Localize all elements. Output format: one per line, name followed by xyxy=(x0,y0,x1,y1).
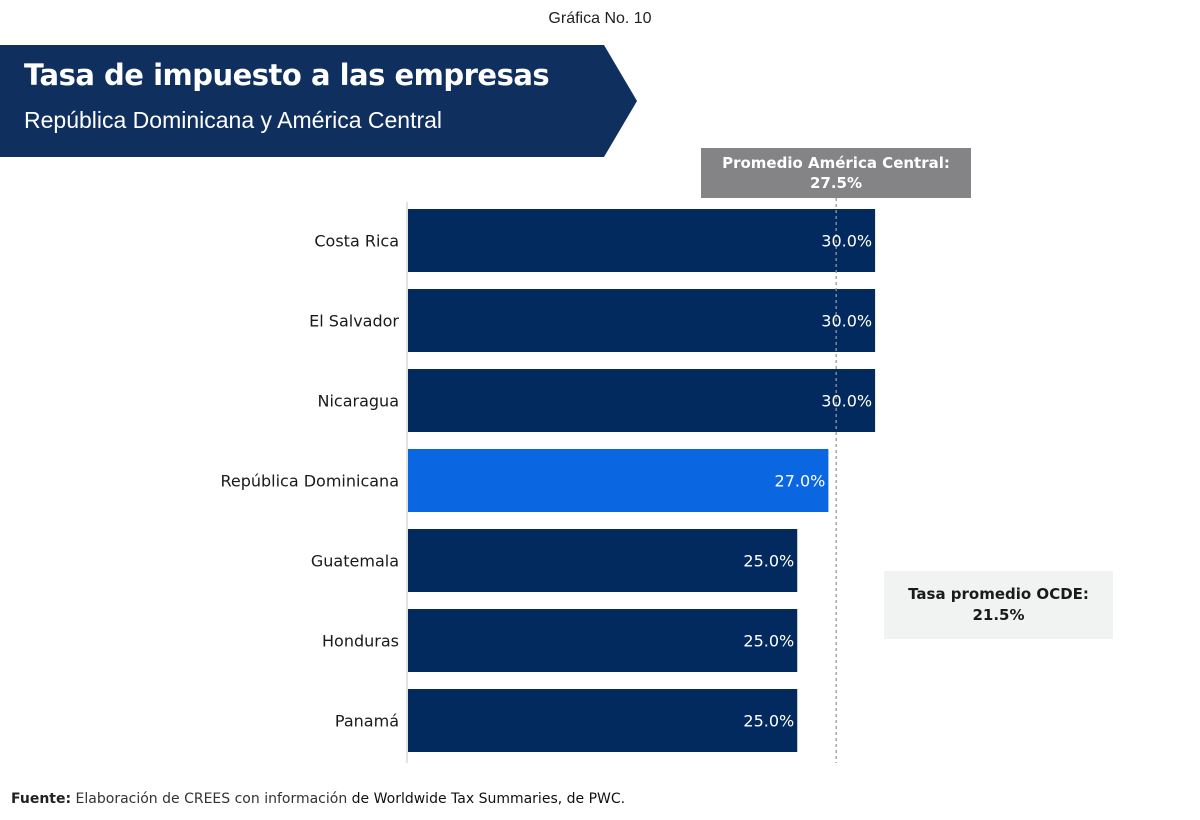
bar-honduras xyxy=(408,609,798,672)
category-label-el-salvador: El Salvador xyxy=(309,312,399,331)
labels-layer: Costa Rica 30.0% El Salvador 30.0% Nicaragua… xyxy=(220,232,872,731)
value-label-honduras: 25.0% xyxy=(743,632,794,651)
banner-arrow-shape xyxy=(0,45,637,157)
banner-shape xyxy=(0,45,637,157)
source-text-emphasis: de Worldwide Tax Summaries, de PWC. xyxy=(351,791,626,807)
value-label-panama: 25.0% xyxy=(743,712,794,731)
central-america-average-label: Promedio América Central: xyxy=(722,154,950,172)
bars-layer xyxy=(408,209,876,752)
value-label-republica-dominicana: 27.0% xyxy=(775,472,826,491)
bar-costa-rica xyxy=(408,209,876,272)
value-label-costa-rica: 30.0% xyxy=(821,232,872,251)
figure-number: Gráfica No. 10 xyxy=(548,10,652,27)
title-banner xyxy=(0,45,640,157)
value-label-guatemala: 25.0% xyxy=(743,552,794,571)
chart-title: Tasa de impuesto a las empresas xyxy=(24,58,550,92)
ocde-average-label: Tasa promedio OCDE: xyxy=(908,585,1089,603)
central-america-average-value: 27.5% xyxy=(809,174,863,192)
category-label-guatemala: Guatemala xyxy=(311,552,399,571)
source-text: Elaboración de CREES con información xyxy=(75,791,348,807)
bar-guatemala xyxy=(408,529,798,592)
category-label-costa-rica: Costa Rica xyxy=(314,232,399,251)
bar-el-salvador xyxy=(408,289,876,352)
chart-subtitle: República Dominicana y América Central xyxy=(24,107,443,133)
bar-republica-dominicana xyxy=(408,449,829,512)
value-label-nicaragua: 30.0% xyxy=(821,392,872,411)
central-america-average-note: Promedio América Central: 27.5% xyxy=(701,148,971,198)
ocde-average-value: 21.5% xyxy=(972,606,1025,624)
category-label-nicaragua: Nicaragua xyxy=(318,392,400,411)
category-label-honduras: Honduras xyxy=(322,632,399,651)
bar-nicaragua xyxy=(408,369,876,432)
ocde-average-note: Tasa promedio OCDE: 21.5% xyxy=(884,571,1113,639)
source-label: Fuente: xyxy=(11,791,72,807)
category-label-panama: Panamá xyxy=(335,712,399,731)
bar-panama xyxy=(408,689,798,752)
source-note: Fuente: Elaboración de CREES con informa… xyxy=(11,791,625,807)
category-label-republica-dominicana: República Dominicana xyxy=(220,472,399,491)
value-label-el-salvador: 30.0% xyxy=(821,312,872,331)
